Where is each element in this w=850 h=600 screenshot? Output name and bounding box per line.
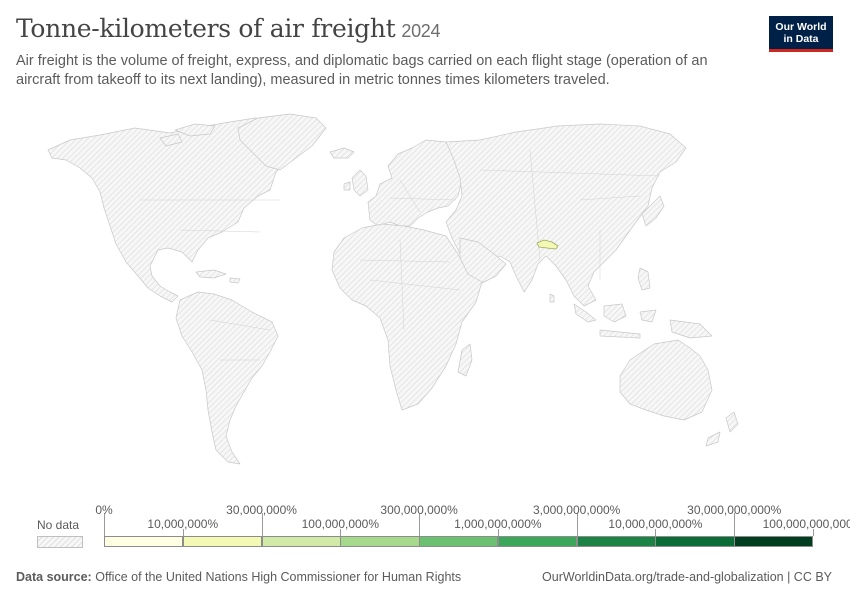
legend-tick [497, 529, 499, 536]
south-america[interactable] [175, 291, 279, 465]
greenland[interactable] [237, 113, 327, 171]
chart-subtitle: Air freight is the volume of freight, ex… [16, 53, 708, 88]
new-zealand[interactable] [705, 411, 739, 447]
source-label: Data source: [16, 570, 92, 584]
sri-lanka[interactable] [549, 293, 555, 303]
africa[interactable] [331, 223, 483, 411]
legend: No data 0% 10,000,000% 30,000,000% 100,000,… [0, 496, 850, 556]
country-borders [140, 149, 661, 361]
legend-tick-label: 100,000,000% [301, 517, 380, 531]
title-year: 2024 [401, 21, 441, 41]
legend-tick-label: 30,000,000% [226, 503, 297, 517]
legend-tick [340, 529, 342, 536]
legend-tick [813, 529, 814, 536]
legend-tick [419, 513, 421, 536]
arctic-islands[interactable] [159, 123, 216, 147]
legend-no-data-label: No data [37, 518, 80, 532]
legend-tick-label: 1,000,000,000% [454, 517, 542, 531]
footer-url-license[interactable]: OurWorldinData.org/trade-and-globalizati… [542, 570, 832, 584]
madagascar[interactable] [457, 343, 473, 377]
legend-bin[interactable] [576, 536, 656, 547]
caribbean[interactable] [195, 269, 241, 284]
legend-bin[interactable] [419, 536, 499, 547]
legend-tick-label: 3,000,000,000% [532, 503, 621, 517]
legend-bin[interactable] [655, 536, 735, 547]
world-map[interactable] [0, 110, 850, 490]
philippines[interactable] [637, 267, 651, 291]
legend-tick [734, 513, 736, 536]
legend-tick-label: 10,000,000,000% [608, 517, 703, 531]
indonesia[interactable] [573, 303, 713, 339]
legend-bin[interactable] [182, 536, 263, 547]
source-text[interactable]: Office of the United Nations High Commis… [95, 570, 462, 584]
title-text: Tonne-kilometers of air freight [16, 14, 396, 43]
legend-bin[interactable] [104, 536, 184, 547]
legend-bin[interactable] [261, 536, 341, 547]
legend-tick-label: 100,000,000,000% [762, 517, 850, 531]
north-america[interactable] [47, 117, 301, 303]
legend-tick-label: 10,000,000% [147, 517, 219, 531]
australia[interactable] [619, 339, 713, 421]
legend-bin[interactable] [340, 536, 420, 547]
uk-ireland[interactable] [343, 169, 369, 197]
logo-line-1: Our World [775, 20, 827, 33]
legend-tick-label: 300,000,000% [380, 503, 458, 517]
logo-line-2: in Data [783, 32, 819, 45]
legend-tick-label: 0% [95, 503, 113, 517]
legend-bin[interactable] [734, 536, 814, 547]
legend-bin[interactable] [497, 536, 578, 547]
footer-source: Data source: Office of the United Nation… [16, 570, 461, 584]
legend-tick-label: 30,000,000,000% [687, 503, 782, 517]
owid-logo[interactable]: Our World in Data [769, 16, 833, 52]
legend-tick [182, 529, 184, 536]
japan[interactable] [641, 195, 665, 227]
nepal-region[interactable] [536, 239, 559, 250]
legend-tick [655, 529, 657, 536]
legend-tick [104, 513, 105, 536]
iceland[interactable] [329, 147, 355, 159]
europe[interactable] [367, 139, 463, 227]
asia[interactable] [445, 123, 687, 307]
chart-title: Tonne-kilometers of air freight 2024 [16, 14, 441, 43]
legend-tick [261, 513, 263, 536]
legend-no-data-swatch [37, 536, 83, 548]
legend-tick [576, 513, 578, 536]
